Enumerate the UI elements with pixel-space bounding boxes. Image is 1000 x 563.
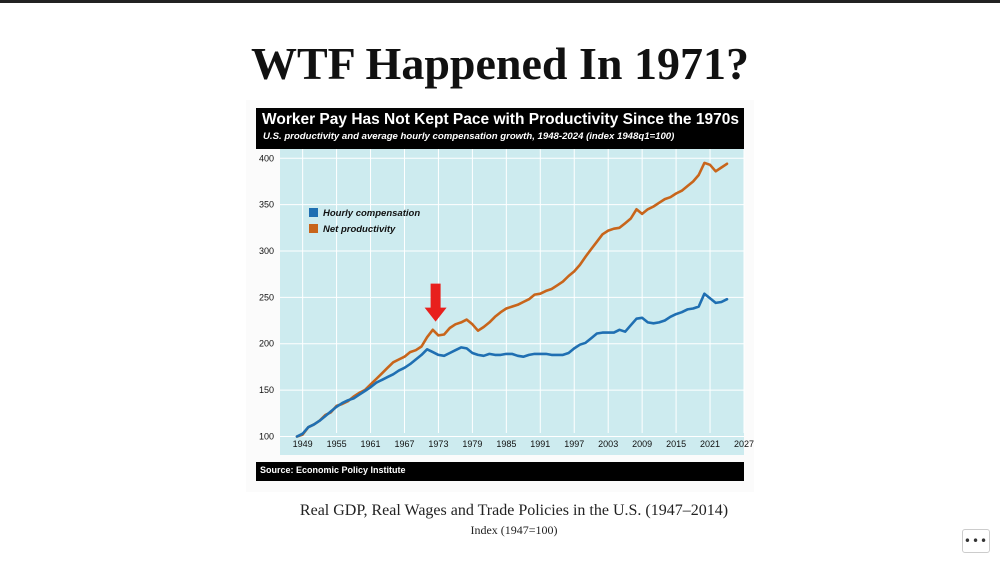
legend-swatch xyxy=(309,224,318,233)
chart-header: Worker Pay Has Not Kept Pace with Produc… xyxy=(256,108,744,149)
chart-title: Worker Pay Has Not Kept Pace with Produc… xyxy=(262,111,739,128)
y-tick-label: 150 xyxy=(259,385,274,395)
chart-subtitle: U.S. productivity and average hourly com… xyxy=(263,131,675,142)
more-horizontal-icon: ••• xyxy=(963,534,989,548)
x-tick-label: 2027 xyxy=(734,439,754,449)
figure-caption-subtitle: Index (1947=100) xyxy=(470,523,558,537)
chart-figure: 100 150 200 250 300 350 400 1949 1955 1961 1967 197… xyxy=(246,100,754,492)
series-line-hourly-compensation xyxy=(295,292,729,438)
x-tick-label: 1949 xyxy=(293,439,313,449)
x-tick-label: 2015 xyxy=(666,439,686,449)
x-tick-label: 1961 xyxy=(361,439,381,449)
page-title: WTF Happened In 1971? xyxy=(250,38,749,89)
legend-swatch xyxy=(309,208,318,217)
x-tick-label: 1973 xyxy=(428,439,448,449)
legend-label: Hourly compensation xyxy=(323,208,420,219)
chart-footer: Source: Economic Policy Institute xyxy=(256,462,744,481)
series-line-net-productivity xyxy=(295,161,729,438)
figure-caption: Real GDP, Real Wages and Trade Policies … xyxy=(299,502,729,519)
y-tick-label: 300 xyxy=(259,246,274,256)
y-tick-label: 350 xyxy=(259,200,274,210)
y-tick-label: 100 xyxy=(259,431,274,441)
y-tick-label: 400 xyxy=(259,153,274,163)
x-tick-label: 1967 xyxy=(394,439,414,449)
chart-source: Source: Economic Policy Institute xyxy=(260,465,406,475)
x-tick-label: 2003 xyxy=(598,439,618,449)
chart: 100 150 200 250 300 350 400 1949 1955 1961 1967 197… xyxy=(259,149,754,455)
x-tick-label: 1997 xyxy=(564,439,584,449)
x-tick-label: 1991 xyxy=(530,439,550,449)
top-rule xyxy=(0,0,1000,3)
y-tick-label: 200 xyxy=(259,339,274,349)
x-tick-label: 2009 xyxy=(632,439,652,449)
legend-label: Net productivity xyxy=(323,224,396,235)
y-tick-label: 250 xyxy=(259,292,274,302)
more-options-button[interactable]: ••• xyxy=(962,529,990,553)
x-tick-label: 1985 xyxy=(496,439,516,449)
x-tick-label: 1979 xyxy=(462,439,482,449)
red-arrow-annotation xyxy=(424,283,447,322)
x-tick-label: 1955 xyxy=(327,439,347,449)
x-tick-label: 2021 xyxy=(700,439,720,449)
plot-area xyxy=(280,149,744,455)
